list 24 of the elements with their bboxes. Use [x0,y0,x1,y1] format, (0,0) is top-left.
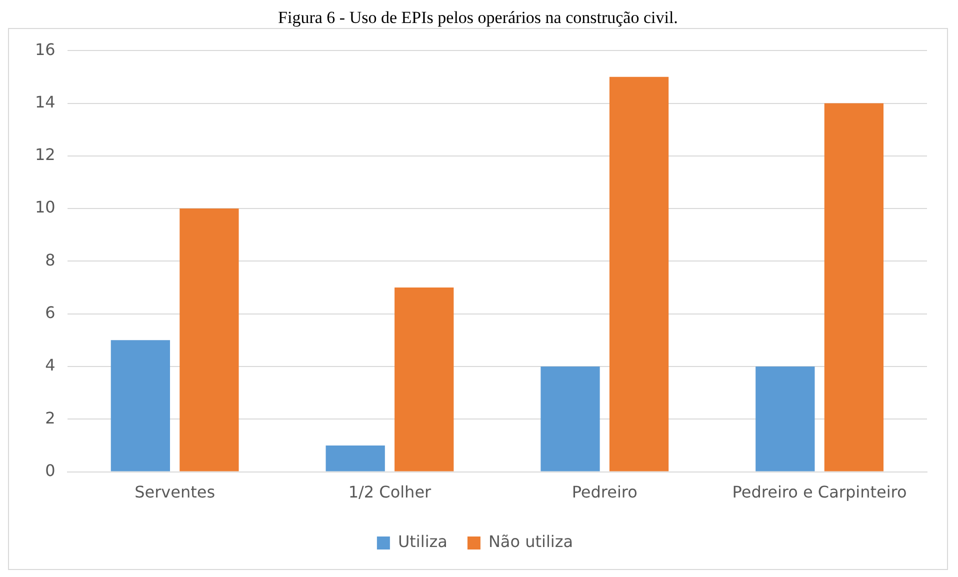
y-tick-label: 0 [45,460,56,480]
legend-label: Não utiliza [488,532,574,552]
bar [180,208,239,472]
bar [824,103,884,472]
x-tick-label: 1/2 Colher [348,482,432,502]
x-tick-label: Pedreiro e Carpinteiro [732,482,907,502]
y-tick-label: 8 [45,250,56,270]
legend-label: Utiliza [398,532,448,552]
y-tick-label: 14 [35,92,56,112]
y-tick-label: 12 [35,145,56,164]
x-tick-label: Serventes [134,482,216,502]
y-tick-label: 2 [45,408,56,428]
y-tick-label: 6 [45,303,56,322]
bar [609,76,669,472]
bar [326,445,385,472]
y-tick-label: 4 [45,356,56,375]
y-tick-label: 16 [35,40,56,59]
x-tick-label: Pedreiro [572,482,638,502]
bar [540,366,600,472]
bar [394,288,454,472]
bar [110,340,170,472]
y-tick-label: 10 [35,198,56,217]
bar [756,366,815,472]
chart-title: Figura 6 - Uso de EPIs pelos operários na construção civil. [277,8,679,28]
